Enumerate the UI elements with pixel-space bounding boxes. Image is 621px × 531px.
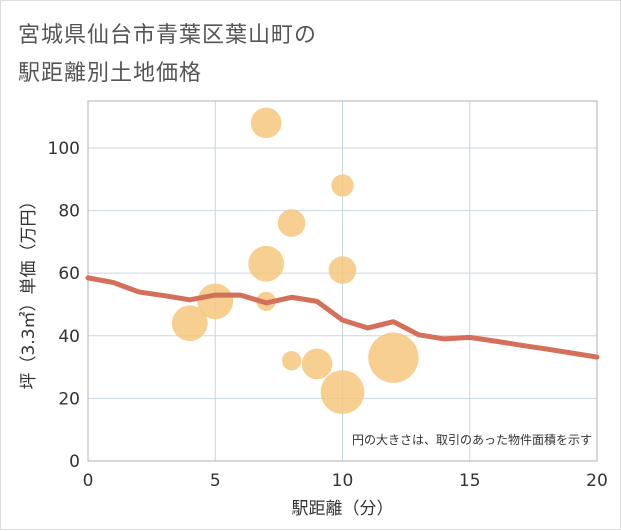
x-tick-label: 0 (83, 471, 94, 491)
y-tick-label: 80 (58, 202, 80, 222)
scatter-bubble (368, 332, 419, 383)
bubble-layer (171, 107, 419, 415)
scatter-bubble (320, 370, 365, 415)
scatter-bubble (171, 305, 208, 342)
x-axis-label: 駅距離（分） (292, 499, 394, 519)
y-tick-label: 40 (58, 327, 80, 347)
y-axis-label: 坪（3.3㎡）単価（万円） (19, 192, 39, 389)
y-tick-label: 100 (48, 139, 80, 159)
chart-title-line1: 宮城県仙台市青葉区葉山町の (18, 23, 318, 48)
y-tick-label: 60 (58, 264, 80, 284)
trend-line (85, 275, 600, 360)
x-tick-label: 5 (210, 471, 221, 491)
scatter-bubble (331, 174, 354, 197)
scatter-bubble (197, 283, 234, 320)
scatter-bubble (328, 256, 357, 284)
scatter-bubble (281, 351, 302, 371)
chart-title-line2: 駅距離別土地価格 (18, 61, 203, 86)
x-tick-label: 10 (332, 471, 354, 491)
x-tick-label: 20 (586, 471, 608, 491)
bubble-size-note: 円の大きさは、取引のあった物件面積を示す (352, 432, 592, 447)
y-tick-labels: 0 20 40 60 80 100 (48, 139, 80, 472)
x-tick-label: 15 (459, 471, 481, 491)
plot-border (87, 100, 598, 462)
y-tick-label: 0 (69, 452, 80, 472)
y-tick-label: 20 (58, 389, 80, 409)
scatter-bubble (301, 348, 333, 380)
scatter-bubble (250, 107, 282, 139)
x-tick-labels: 0 5 10 15 20 (83, 471, 608, 491)
scatter-bubble (248, 245, 285, 282)
scatter-bubble (277, 209, 306, 237)
